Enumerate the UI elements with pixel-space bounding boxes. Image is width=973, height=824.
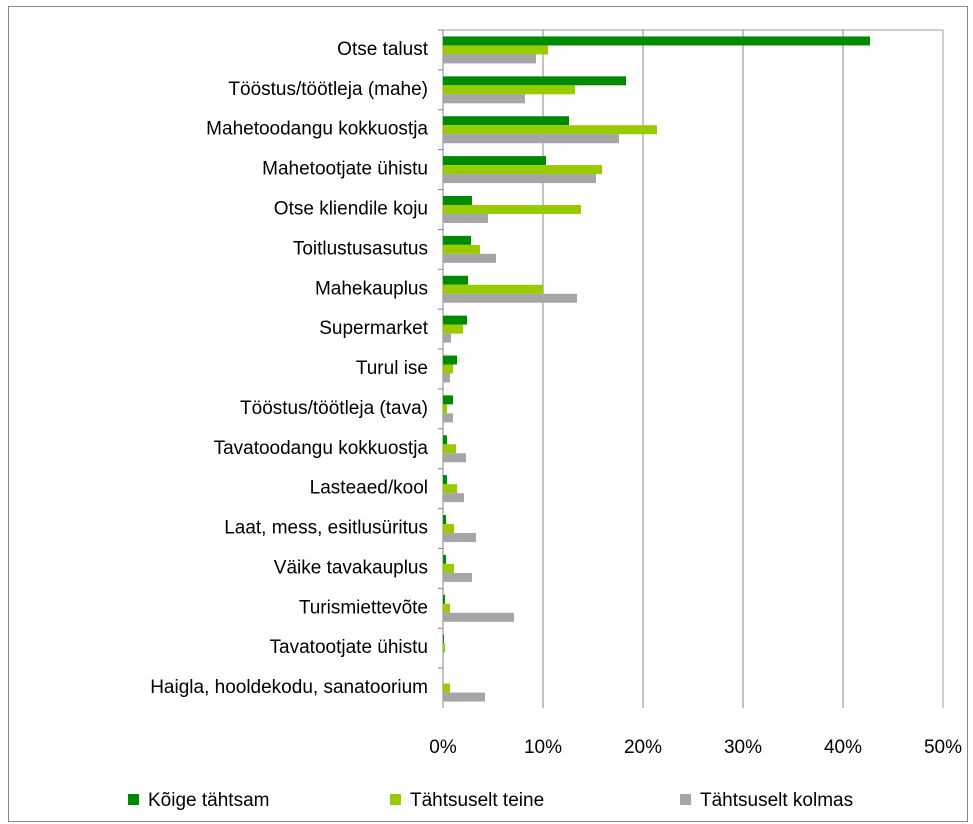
- bar: [443, 36, 870, 46]
- bar: [443, 594, 445, 604]
- bar: [443, 195, 472, 205]
- y-tick-label: Tööstus/töötleja (mahe): [228, 79, 428, 100]
- bar: [443, 333, 451, 343]
- y-tick-label: Lasteaed/kool: [310, 478, 428, 499]
- bar: [443, 213, 488, 223]
- bar: [443, 603, 450, 613]
- y-tick-label: Mahekauplus: [315, 278, 428, 299]
- x-tick-label: 20%: [624, 737, 662, 758]
- bar: [443, 244, 480, 254]
- legend-label: Tähtsuselt kolmas: [700, 790, 853, 811]
- bar: [443, 116, 569, 126]
- bar: [443, 45, 548, 55]
- y-tick-label: Supermarket: [319, 318, 428, 339]
- legend-swatch: [680, 794, 691, 805]
- bar: [443, 683, 450, 693]
- bar: [443, 235, 471, 245]
- legend-label: Tähtsuselt teine: [410, 790, 544, 811]
- x-tick-label: 0%: [429, 737, 457, 758]
- x-tick-label: 40%: [824, 737, 862, 758]
- y-tick-label: Tööstus/töötleja (tava): [240, 398, 428, 419]
- bar: [443, 484, 457, 494]
- bar: [443, 125, 657, 135]
- bar: [443, 554, 446, 564]
- bar: [443, 315, 467, 325]
- bar: [443, 692, 485, 702]
- bar: [443, 355, 457, 365]
- bar: [443, 612, 514, 622]
- bar: [443, 572, 472, 582]
- y-tick-label: Turismiettevõte: [299, 597, 428, 618]
- y-tick-label: Mahetootjate ühistu: [262, 159, 428, 180]
- bar: [443, 364, 453, 374]
- bar: [443, 253, 496, 263]
- bar: [443, 643, 445, 653]
- bar: [443, 475, 447, 485]
- bar: [443, 134, 619, 144]
- y-tick-label: Haigla, hooldekodu, sanatoorium: [150, 677, 428, 698]
- bar: [443, 204, 581, 214]
- bar: [443, 524, 454, 534]
- bar: [443, 395, 453, 405]
- bar: [443, 85, 575, 95]
- y-tick-label: Tavatootjate ühistu: [270, 637, 428, 658]
- bar: [443, 515, 446, 525]
- bar: [443, 324, 463, 334]
- y-tick-label: Tavatoodangu kokkuostja: [214, 438, 429, 459]
- x-tick-label: 30%: [724, 737, 762, 758]
- bar: [443, 275, 468, 285]
- bar: [443, 293, 577, 303]
- bar: [443, 533, 476, 543]
- bar: [443, 435, 447, 445]
- bar: [443, 156, 546, 166]
- bar: [443, 404, 447, 414]
- y-tick-label: Otse kliendile koju: [274, 198, 428, 219]
- legend-label: Kõige tähtsam: [148, 790, 269, 811]
- bar: [443, 453, 466, 463]
- y-tick-label: Otse talust: [337, 39, 429, 60]
- bar: [443, 94, 525, 104]
- bar: [443, 413, 453, 423]
- legend-swatch: [128, 794, 139, 805]
- x-tick-label: 10%: [524, 737, 562, 758]
- y-tick-label: Turul ise: [356, 358, 428, 379]
- bar: [443, 563, 454, 573]
- y-tick-label: Mahetoodangu kokkuostja: [206, 119, 428, 140]
- bar: [443, 444, 456, 454]
- bar: [443, 54, 536, 64]
- legend-swatch: [390, 794, 401, 805]
- bar: [443, 76, 626, 86]
- bar: [443, 373, 450, 383]
- x-tick-label: 50%: [924, 737, 962, 758]
- y-tick-label: Toitlustusasutus: [293, 238, 428, 259]
- bar: [443, 634, 444, 644]
- bar: [443, 174, 596, 184]
- bar: [443, 284, 543, 294]
- y-tick-label: Laat, mess, esitlusüritus: [224, 518, 428, 539]
- y-tick-label: Väike tavakauplus: [274, 557, 428, 578]
- bar: [443, 165, 602, 175]
- bar: [443, 493, 464, 503]
